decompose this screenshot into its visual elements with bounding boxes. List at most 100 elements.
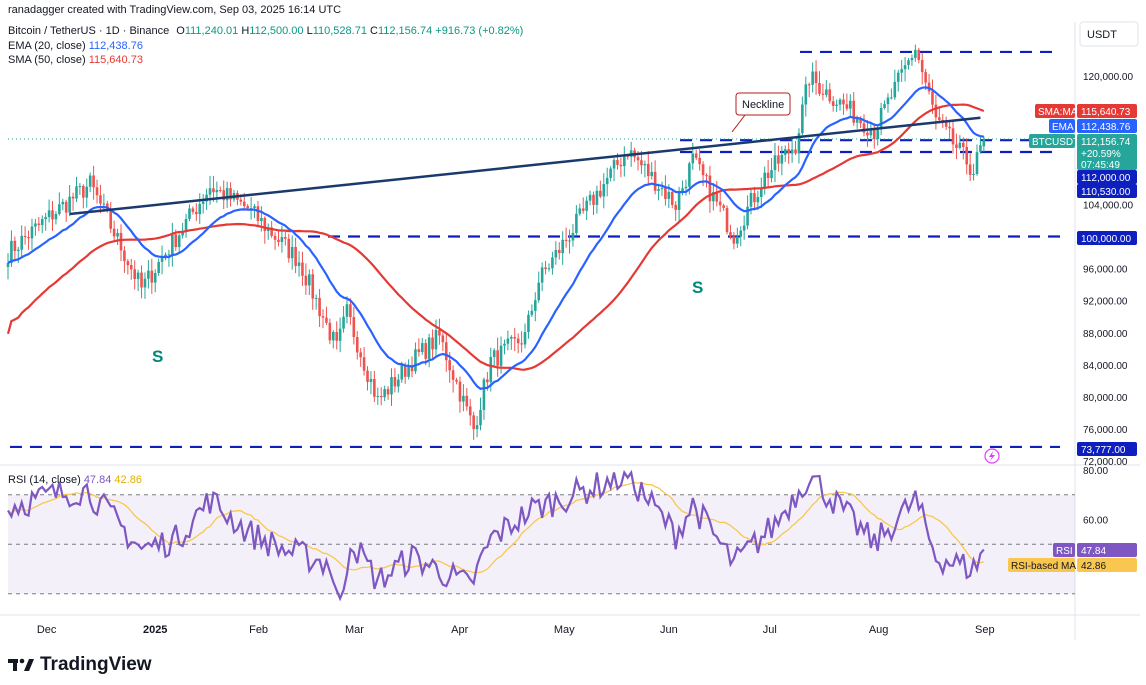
rsi-legend-value: 47.84 [83, 474, 112, 486]
candle-body [729, 232, 732, 237]
candle-body [355, 337, 359, 353]
candle-body [571, 232, 575, 241]
candle-body [301, 262, 304, 276]
sma-legend[interactable]: SMA (50, close) 115,640.73 [8, 54, 143, 66]
candle-body [256, 206, 260, 221]
candle-body [872, 129, 876, 140]
candle-body [212, 188, 215, 193]
candle-body [766, 172, 770, 179]
ema-legend[interactable]: EMA (20, close) 112,438.76 [8, 40, 143, 52]
candle-body [438, 330, 441, 336]
time-tick-label: 2025 [143, 624, 167, 636]
candle-body [335, 332, 339, 341]
candle-body [691, 153, 695, 164]
candle-body [886, 97, 890, 105]
candle-body [893, 81, 897, 98]
candle-body [705, 175, 708, 177]
candle-body [407, 365, 410, 377]
currency-box[interactable] [1079, 21, 1139, 47]
candle-body [537, 282, 541, 301]
candle-body [475, 425, 479, 430]
candle-body [972, 173, 975, 175]
candle-body [650, 171, 654, 177]
candle-body [23, 235, 27, 238]
candle-body [472, 415, 475, 430]
candle-body [40, 219, 44, 225]
candle-body [284, 237, 287, 239]
ema-badge: 112,438.76 [1081, 122, 1131, 133]
candle-body [951, 128, 955, 145]
neckline-callout-pointer [731, 114, 746, 133]
neckline-callout [735, 92, 791, 116]
candle-body [376, 395, 380, 397]
candle-body [869, 129, 873, 136]
candle-body [701, 164, 705, 176]
candle-body [917, 49, 921, 61]
candle-body [547, 268, 551, 270]
candle-body [523, 332, 527, 345]
price-tick-label: 88,000.00 [1083, 329, 1128, 340]
ema-tag: EMA [1052, 122, 1074, 133]
left-shoulder-label: S [152, 347, 163, 366]
candle-body [763, 172, 767, 190]
sma-tag-bg [1035, 104, 1075, 118]
candle-body [290, 246, 294, 259]
candle-body [855, 118, 859, 123]
candle-body [513, 336, 517, 339]
candle-body [900, 69, 903, 73]
annotations: Neckline S S [69, 92, 1000, 464]
rsi-tick-label: 60.00 [1083, 516, 1108, 527]
candle-body [640, 160, 643, 166]
candle-body [626, 155, 630, 157]
candle-body [492, 350, 496, 357]
candle-body [20, 235, 23, 250]
candle-body [51, 210, 54, 220]
candle-body [612, 160, 616, 169]
candle-body [273, 235, 277, 240]
candle-body [147, 270, 150, 279]
rsi-legend[interactable]: RSI (14, close) 47.84 42.86 [8, 474, 142, 486]
candle-body [561, 239, 564, 254]
candle-body [585, 200, 588, 211]
candle-body [914, 49, 917, 58]
candle-body [417, 349, 421, 353]
candle-body [362, 357, 366, 371]
candle-body [359, 352, 362, 358]
candle-body [896, 72, 900, 82]
time-tick-label: Feb [249, 624, 268, 636]
time-tick-label: Apr [451, 624, 468, 636]
candle-body [828, 89, 832, 102]
candle-body [831, 101, 835, 106]
candle-body [838, 99, 842, 105]
candle-body [129, 265, 133, 270]
candle-body [506, 338, 510, 344]
sma-badge: 115,640.73 [1081, 107, 1131, 118]
candle-body [616, 160, 619, 165]
candle-body [328, 322, 332, 341]
candle-body [777, 155, 780, 164]
candle-body [931, 91, 934, 105]
candle-body [58, 204, 61, 214]
candle-body [749, 193, 753, 207]
candle-body [218, 190, 222, 192]
price-tick-label: 104,000.00 [1083, 200, 1133, 211]
candle-body [379, 395, 383, 398]
candle-body [797, 133, 801, 154]
candle-body [208, 188, 212, 195]
time-axis[interactable]: Dec 2025 Feb Mar Apr May Jun Jul Aug Sep [37, 624, 995, 636]
low-label: L [306, 25, 313, 37]
key-levels [8, 50, 1075, 449]
btc-tag-bg [1029, 134, 1075, 148]
candlestick-series [6, 44, 986, 440]
btc-timer: 07:45:49 [1081, 160, 1120, 171]
candle-body [551, 257, 554, 269]
symbol-title[interactable]: Bitcoin / TetherUS · 1D · Binance [8, 25, 170, 37]
rsi-ma-badge: 42.86 [1081, 561, 1106, 572]
sma-legend-label: SMA (50, close) [8, 54, 86, 66]
level-badge-73777-bg [1077, 442, 1137, 456]
candle-body [174, 234, 178, 247]
candle-body [434, 330, 438, 350]
tradingview-logo[interactable]: TradingView [8, 654, 152, 676]
